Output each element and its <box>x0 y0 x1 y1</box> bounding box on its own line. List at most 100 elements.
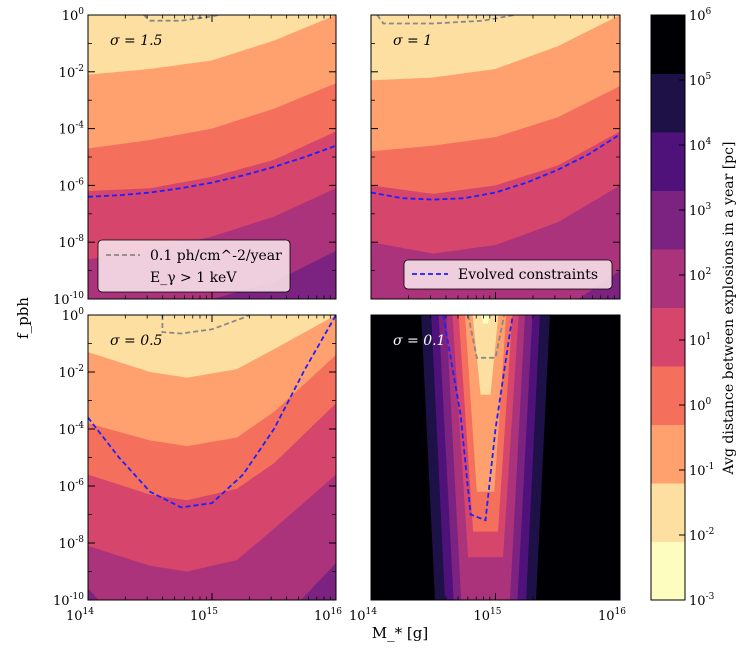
y-tick-label: 10-6 <box>59 177 85 194</box>
panel-3-plot-area <box>371 315 620 600</box>
panel-top-right: σ = 1 <box>370 14 621 300</box>
x-tick-exponent: 16 <box>615 607 627 617</box>
legend-evolved: Evolved constraints <box>403 259 613 290</box>
evolved-constraint-line <box>371 133 620 201</box>
y-tick-label: 10-4 <box>59 121 85 138</box>
y-tick-exponent: -8 <box>75 234 84 244</box>
band-10-3 <box>88 562 336 600</box>
y-tick-label: 10-2 <box>59 364 84 381</box>
band-10-3 <box>212 250 336 299</box>
y-tick-label: 10-10 <box>53 291 84 308</box>
colorbar-tick-exponent: 2 <box>706 267 712 277</box>
colorbar-tick-exponent: 4 <box>706 137 712 147</box>
x-tick-exponent: 14 <box>366 607 378 617</box>
colorbar-tick-label: 103 <box>689 202 712 219</box>
photon-contour-line <box>143 15 219 22</box>
x-tick-label: 1015 <box>474 607 502 624</box>
y-tick-exponent: -2 <box>75 364 84 374</box>
x-tick-label: 1014 <box>349 607 377 624</box>
colorbar-tick-exponent: -1 <box>706 462 715 472</box>
x-tick-exponent: 15 <box>490 607 502 617</box>
panel-sigma-label: σ = 1.5 <box>110 33 163 49</box>
y-tick-exponent: -4 <box>75 421 84 431</box>
evolved-constraint-line <box>442 315 514 522</box>
x-tick-exponent: 15 <box>207 607 219 617</box>
colorbar-band <box>651 424 685 484</box>
colorbar-band <box>651 190 685 250</box>
colorbar-tick-label: 10-3 <box>689 592 715 609</box>
y-tick-exponent: -8 <box>75 535 84 545</box>
legend-photon-label: 0.1 ph/cm^-2/year <box>150 248 282 264</box>
colorbar-tick-label: 102 <box>689 267 711 284</box>
colorbar-tick-label: 10-1 <box>689 462 714 479</box>
colorbar-tick-exponent: -3 <box>706 592 715 602</box>
y-axis-label: f_pbh <box>14 297 32 339</box>
photon-contour-line <box>376 15 515 25</box>
colorbar-frame <box>650 14 686 601</box>
colorbar-tick-label: 10-2 <box>689 527 714 544</box>
colorbar-tick-label: 105 <box>689 72 712 89</box>
colorbar-tick-exponent: 5 <box>706 72 712 82</box>
x-tick-label: 1016 <box>314 607 342 624</box>
panel-sigma-label: σ = 0.1 <box>393 333 445 349</box>
colorbar-band <box>651 307 685 367</box>
panel-bottom-right: 1014 1015 1016 σ = 0.1 <box>349 314 626 624</box>
y-tick-label: 10-8 <box>59 234 85 251</box>
y-tick-label: 10-6 <box>59 478 85 495</box>
colorbar-band <box>651 132 685 191</box>
y-tick-label: 10-2 <box>59 64 84 81</box>
colorbar-tick-exponent: 3 <box>706 202 712 212</box>
panel-sigma-label: σ = 1 <box>393 33 432 49</box>
colorbar-band <box>651 366 685 425</box>
colorbar-tick-exponent: -2 <box>706 527 715 537</box>
colorbar-tick-exponent: 0 <box>706 397 712 407</box>
x-axis-label: M_* [g] <box>372 624 428 642</box>
colorbar-tick-label: 104 <box>689 137 712 154</box>
y-tick-exponent: -4 <box>75 121 84 131</box>
colorbar-band <box>651 249 685 308</box>
panel-1-plot-area <box>371 15 620 299</box>
y-tick-exponent: 0 <box>78 7 84 17</box>
panel-2-plot-area <box>88 315 336 600</box>
y-tick-label: 10-10 <box>53 592 84 609</box>
y-tick-exponent: -6 <box>75 478 84 488</box>
y-tick-exponent: -10 <box>70 592 85 602</box>
colorbar-tick-label: 106 <box>689 7 712 24</box>
legend-evolved-label: Evolved constraints <box>458 267 598 283</box>
y-tick-exponent: -2 <box>75 64 84 74</box>
y-tick-exponent: 0 <box>78 307 84 317</box>
x-tick-label: 1015 <box>190 607 218 624</box>
legend-photon-label-2: E_γ > 1 keV <box>150 270 237 286</box>
photon-contour-line <box>161 315 250 335</box>
legend-photon: 0.1 ph/cm^-2/year E_γ > 1 keV <box>97 239 291 293</box>
y-tick-exponent: -10 <box>70 291 85 301</box>
colorbar-band <box>651 541 685 601</box>
x-tick-exponent: 14 <box>83 607 95 617</box>
colorbar-tick-exponent: 6 <box>706 7 712 17</box>
y-tick-label: 10-8 <box>59 535 85 552</box>
x-tick-label: 1014 <box>66 607 94 624</box>
photon-contour-line <box>467 315 506 359</box>
colorbar-label: Avg distance between explosions in a yea… <box>721 142 737 476</box>
panel-sigma-label: σ = 0.5 <box>110 333 163 349</box>
colorbar-tick-exponent: 1 <box>706 332 712 342</box>
valley-band-7 <box>472 315 499 395</box>
valley-band-6 <box>464 315 507 492</box>
colorbar-band <box>651 483 685 542</box>
x-tick-label: 1016 <box>598 607 626 624</box>
evolved-constraint-line <box>88 315 336 509</box>
colorbar-band <box>651 73 685 133</box>
y-tick-exponent: -6 <box>75 177 84 187</box>
y-tick-label: 100 <box>62 7 85 24</box>
band-10-2 <box>88 474 336 600</box>
colorbar-tick-label: 101 <box>689 332 711 349</box>
y-tick-label: 100 <box>62 307 85 324</box>
evolved-constraint-line <box>88 144 336 198</box>
colorbar-band <box>651 15 685 74</box>
band-10-3 <box>578 270 620 299</box>
y-tick-label: 10-4 <box>59 421 85 438</box>
colorbar-tick-label: 100 <box>689 397 712 414</box>
